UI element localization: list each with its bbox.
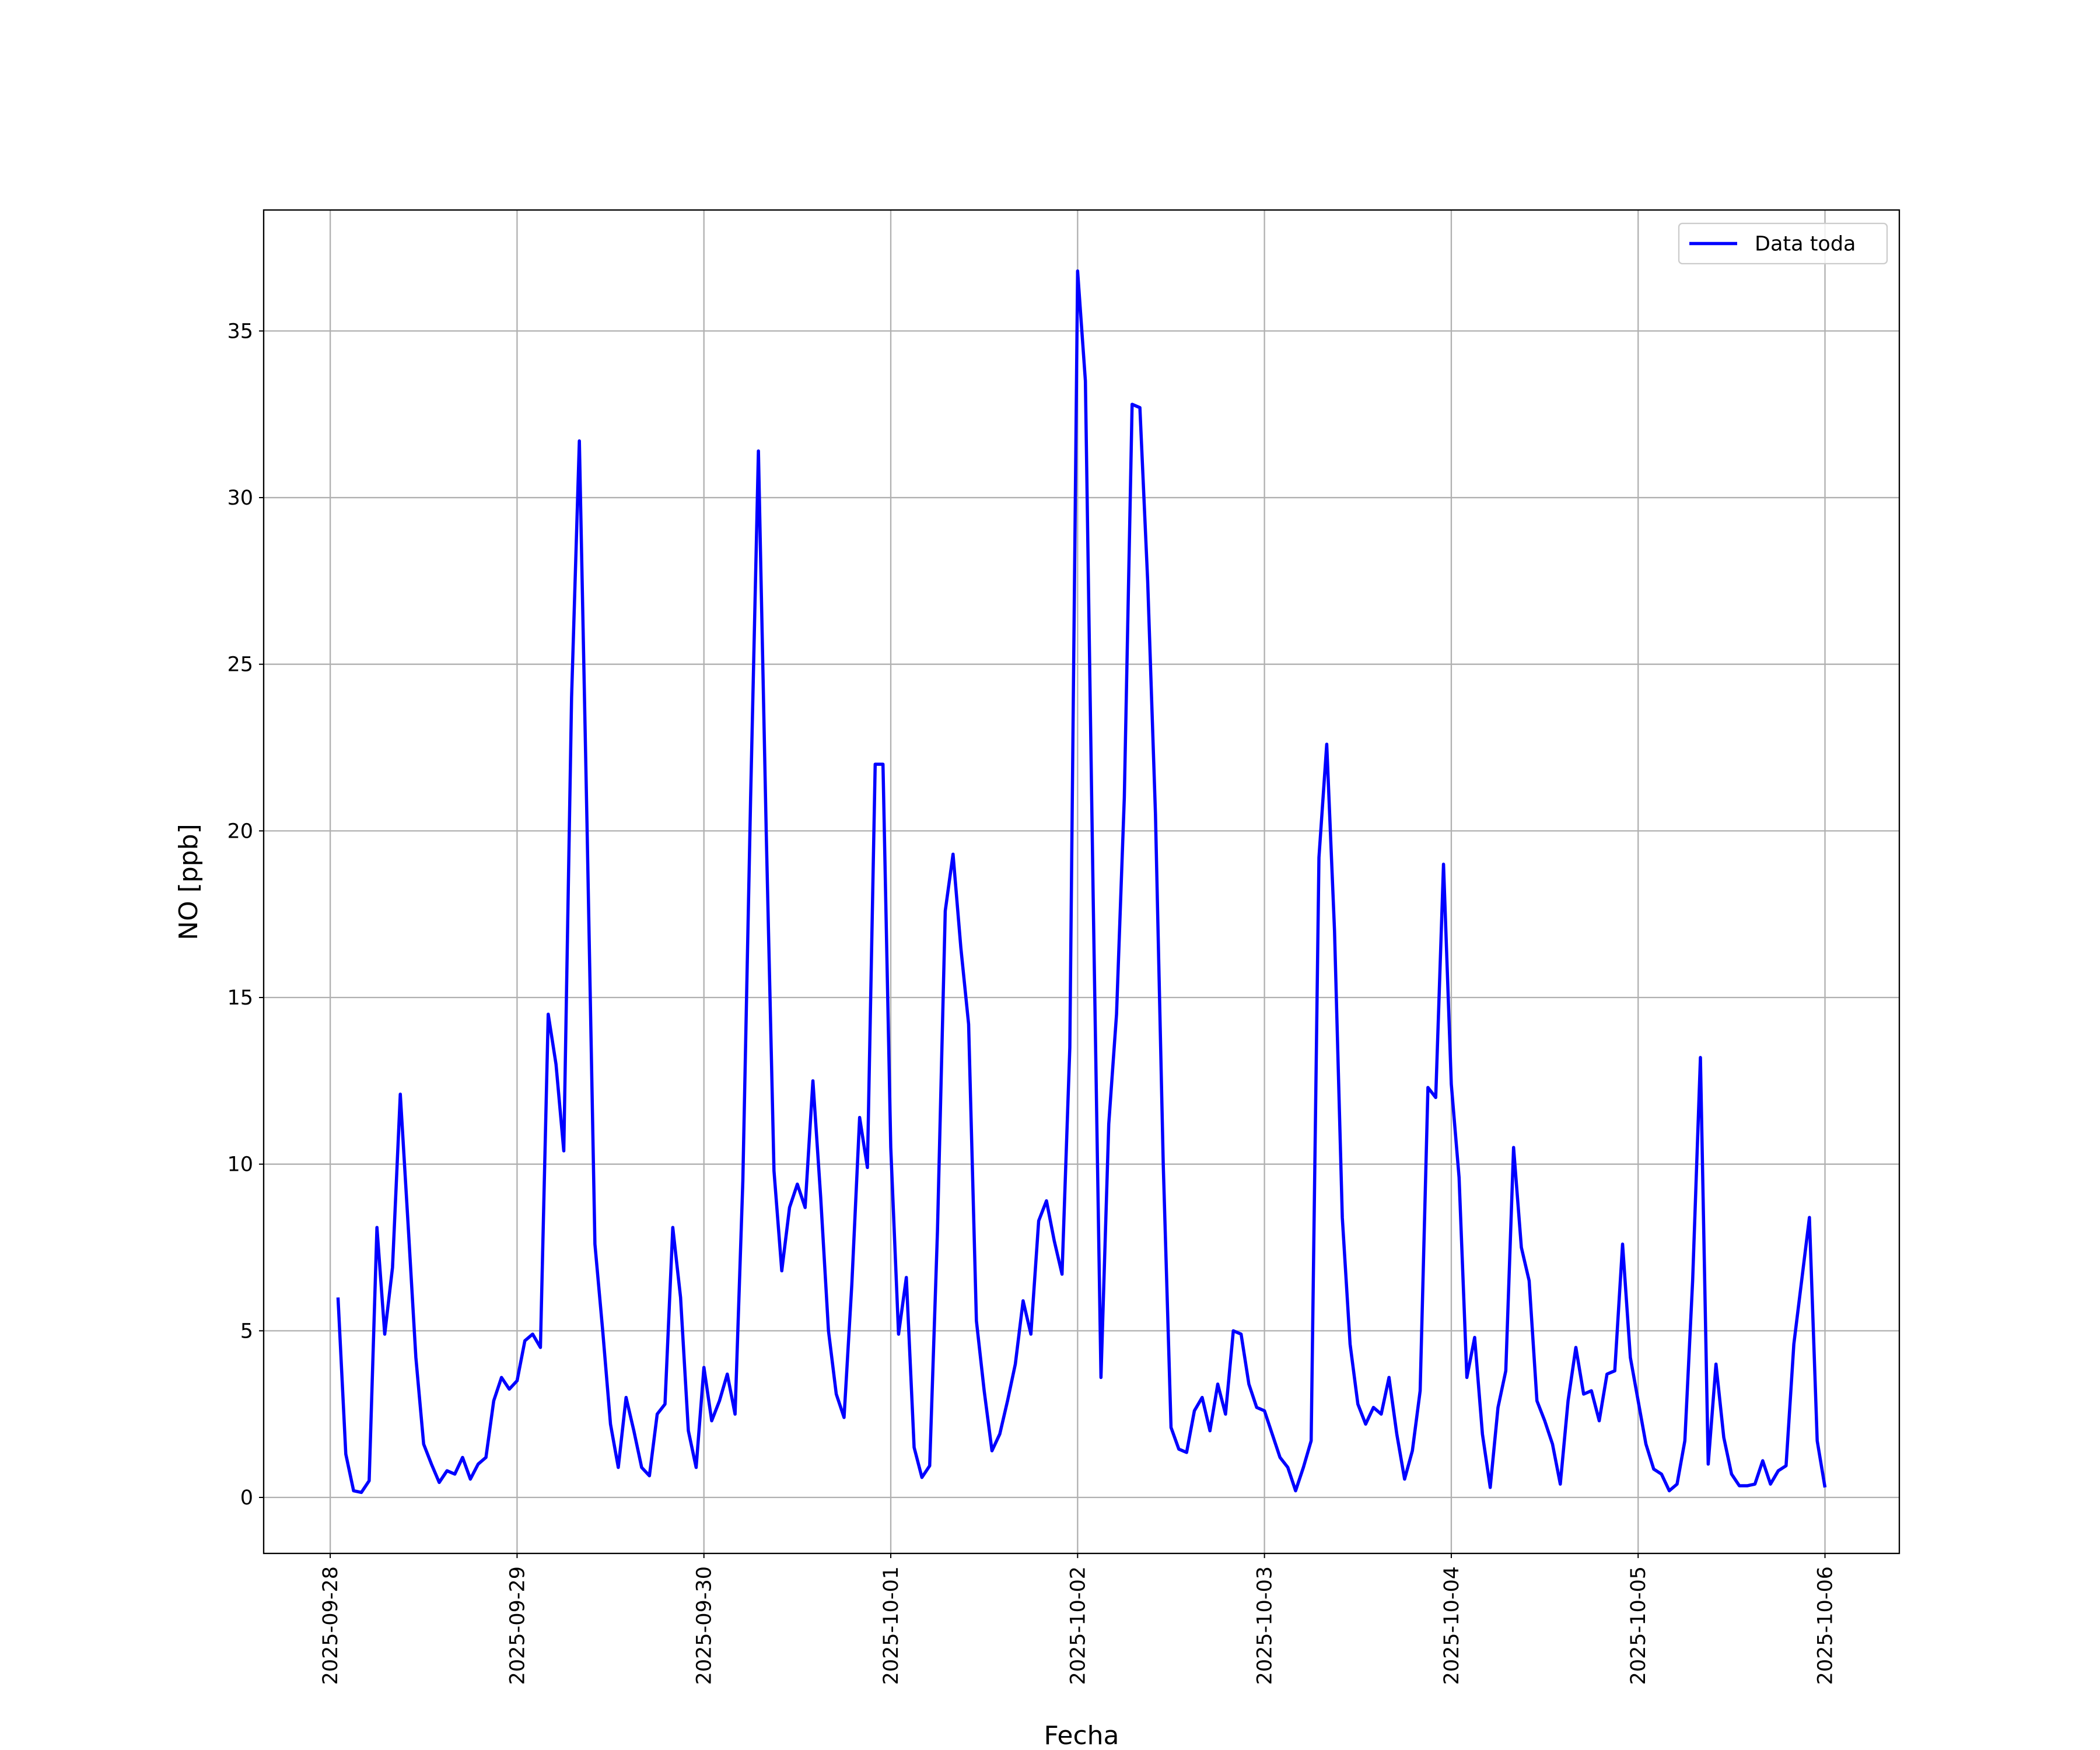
y-tick-label: 5	[240, 1320, 253, 1343]
x-tick-label: 2025-10-06	[1814, 1566, 1838, 1685]
y-tick-label: 15	[227, 986, 253, 1010]
y-tick-label: 0	[240, 1486, 253, 1510]
x-tick-label: 2025-10-02	[1066, 1566, 1090, 1685]
legend-box	[1678, 222, 1888, 265]
x-axis-label: Fecha	[1044, 1721, 1119, 1750]
x-tick-label: 2025-09-28	[319, 1566, 342, 1685]
y-tick-label: 10	[227, 1153, 253, 1177]
x-tick-label: 2025-10-04	[1440, 1566, 1464, 1685]
legend-label: Data toda	[1755, 233, 1856, 256]
plot-frame	[262, 209, 1901, 1555]
y-tick-label: 20	[227, 820, 253, 843]
y-tick-label: 30	[227, 487, 253, 510]
x-tick-label: 2025-09-29	[506, 1566, 529, 1685]
x-tick-label: 2025-10-03	[1254, 1566, 1277, 1685]
y-tick-label: 25	[227, 653, 253, 677]
x-tick-label: 2025-10-01	[880, 1566, 903, 1685]
x-tick-label: 2025-10-05	[1627, 1566, 1650, 1685]
legend: Data toda	[1678, 222, 1888, 265]
data-line	[336, 269, 1827, 1494]
y-tick-label: 35	[227, 320, 253, 343]
x-tick-label: 2025-09-30	[693, 1566, 716, 1685]
y-axis-label: NO [ppb]	[174, 824, 204, 940]
